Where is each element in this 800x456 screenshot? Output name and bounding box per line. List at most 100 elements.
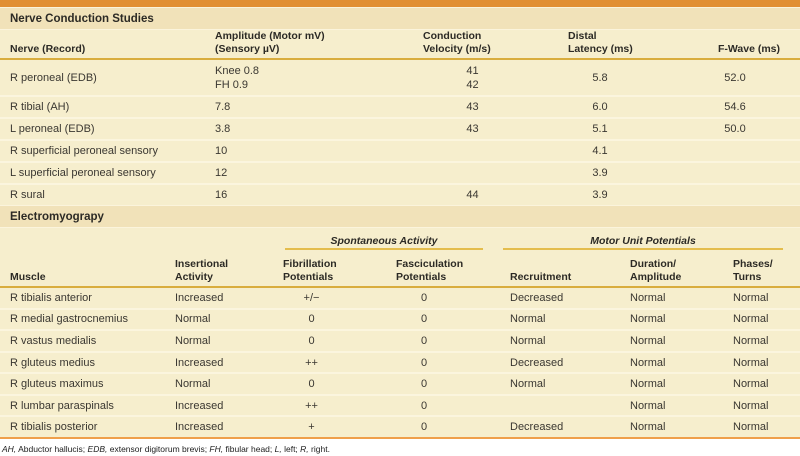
cell-text: L superficial peroneal sensory: [10, 167, 156, 179]
emg-table-row-cell-insertional: Increased: [165, 420, 275, 434]
emg-header-insertional: Insertional Activity: [165, 252, 275, 286]
footnote-segment: R,: [300, 444, 309, 454]
cell-text: Normal: [175, 334, 211, 347]
cell-text: 0: [420, 399, 428, 412]
cell-text: R lumbar paraspinals: [10, 399, 114, 412]
emg-table-row-cell-recruitment: Decreased: [500, 420, 620, 434]
group-spacer: [0, 228, 275, 252]
cell-text: 4.1: [592, 145, 608, 157]
ncs-table-row-cell-amplitude: Knee 0.8 FH 0.9: [205, 64, 415, 92]
cell-text: ++: [305, 356, 318, 369]
ncs-table-row-cell-nerve: R peroneal (EDB): [0, 71, 205, 85]
table-top-border: [0, 0, 800, 7]
emg-table-row: R gluteus medius Increased ++ 0 Decreased Nor…: [0, 350, 800, 373]
cell-text: Normal: [733, 421, 769, 434]
cell-text: Normal: [510, 334, 546, 347]
emg-table-row-cell-recruitment: Decreased: [500, 356, 620, 370]
emg-table-row-cell-fibrillation: ++: [275, 399, 388, 413]
header-line: Turns: [733, 270, 762, 283]
ncs-table-row-cell-latency: 4.1: [530, 144, 670, 158]
cell-text: R peroneal (EDB): [10, 71, 97, 84]
emg-header-fibrillation: Fibrillation Potentials: [275, 252, 388, 286]
cell-text: R tibial (AH): [10, 101, 70, 113]
emg-header-duration: Duration/ Amplitude: [620, 252, 725, 286]
ncs-table-row: R peroneal (EDB) Knee 0.8 FH 0.9 41 42 5.8 52.…: [0, 60, 800, 95]
ncs-rows: R peroneal (EDB) Knee 0.8 FH 0.9 41 42 5.8 52.…: [0, 60, 800, 205]
group-motor-unit-potentials: Motor Unit Potentials: [500, 228, 800, 252]
group-label: Spontaneous Activity: [285, 235, 483, 250]
emg-table-row-cell-muscle: R gluteus medius: [0, 356, 165, 370]
footnote-segment: Abductor hallucis;: [16, 444, 88, 454]
ncs-table-row-cell-latency: 5.8: [530, 71, 670, 85]
ncs-table-row-cell-fwave: 52.0: [670, 71, 800, 85]
header-line: Velocity (m/s): [423, 42, 491, 55]
cell-text: 0: [308, 313, 315, 326]
cell-text: 6.0: [592, 101, 608, 113]
emg-table-row-cell-phases: Normal: [725, 399, 800, 413]
emg-table-row-cell-phases: Normal: [725, 377, 800, 391]
cell-text: 0: [420, 356, 428, 369]
emg-table-row-cell-fibrillation: ++: [275, 356, 388, 370]
ncs-table-row-cell-velocity: 43: [415, 100, 530, 114]
cell-text: Knee 0.8: [215, 64, 260, 77]
emg-table-row-cell-muscle: R medial gastrocnemius: [0, 312, 165, 326]
diagnostic-table: Nerve Conduction Studies Nerve (Record) …: [0, 0, 800, 439]
cell-text: 12: [215, 167, 228, 179]
emg-table-row-cell-insertional: Normal: [165, 377, 275, 391]
emg-table-row-cell-duration: Normal: [620, 356, 725, 370]
cell-text: Normal: [630, 399, 666, 412]
footnote-segment: EDB,: [87, 444, 108, 454]
cell-text: 50.0: [724, 123, 746, 135]
header-line: F-Wave (ms): [717, 42, 780, 55]
ncs-table-row-cell-nerve: R superficial peroneal sensory: [0, 144, 205, 158]
emg-table-row-cell-duration: Normal: [620, 377, 725, 391]
emg-table-row-cell-phases: Normal: [725, 420, 800, 434]
cell-text: Normal: [630, 313, 666, 326]
ncs-table-row-cell-amplitude: 10: [205, 144, 415, 158]
header-line: Conduction: [423, 30, 482, 42]
cell-text: Normal: [175, 378, 211, 391]
emg-table-row-cell-duration: Normal: [620, 420, 725, 434]
footnote-segment: AH,: [2, 444, 17, 454]
emg-table-row-cell-fibrillation: +: [275, 420, 388, 434]
cell-text: 10: [215, 145, 228, 157]
cell-text: Increased: [175, 399, 224, 412]
emg-table-row-cell-recruitment: Normal: [500, 377, 620, 391]
cell-text: 3.9: [592, 189, 608, 201]
ncs-table-row: L peroneal (EDB) 3.8 43 5.1 50.0: [0, 117, 800, 139]
footnote-segment: left;: [281, 444, 301, 454]
header-line: Duration/: [630, 258, 677, 270]
cell-text: 3.9: [592, 167, 608, 179]
emg-table-row-cell-fasciculation: 0: [388, 291, 500, 305]
emg-group-header-row: Spontaneous Activity Motor Unit Potentia…: [0, 228, 800, 252]
footnote: AH, Abductor hallucis; EDB, extensor dig…: [0, 439, 800, 454]
emg-table-row-cell-fibrillation: 0: [275, 312, 388, 326]
ncs-table-row-cell-nerve: R sural: [0, 188, 205, 202]
header-line: Potentials: [283, 270, 334, 283]
footnote-segment: right.: [308, 444, 330, 454]
footnote-segment: extensor digitorum brevis;: [107, 444, 210, 454]
ncs-table-row: R superficial peroneal sensory 10 4.1: [0, 139, 800, 161]
cell-text: +/−: [303, 291, 320, 304]
cell-text: Normal: [630, 334, 666, 347]
ncs-table-row: R tibial (AH) 7.8 43 6.0 54.6: [0, 95, 800, 117]
emg-header-row: Muscle Insertional Activity Fibrillation…: [0, 252, 800, 288]
ncs-table-row-cell-fwave: 50.0: [670, 122, 800, 136]
emg-table-row-cell-insertional: Normal: [165, 312, 275, 326]
cell-text: 5.1: [592, 123, 608, 135]
emg-table-row-cell-recruitment: Decreased: [500, 291, 620, 305]
ncs-table-row-cell-amplitude: 16: [205, 188, 415, 202]
header-line: Amplitude (Motor mV): [215, 30, 325, 42]
cell-text: 5.8: [592, 71, 608, 84]
ncs-header-fwave: F-Wave (ms): [670, 30, 800, 58]
cell-text: Normal: [733, 334, 769, 347]
cell-text: R superficial peroneal sensory: [10, 145, 158, 157]
header-line: Distal: [568, 30, 597, 42]
cell-text: 41: [466, 64, 479, 77]
emg-table-row-cell-duration: Normal: [620, 399, 725, 413]
ncs-table-row-cell-amplitude: 7.8: [205, 100, 415, 114]
cell-text: R gluteus maximus: [10, 378, 104, 391]
ncs-table-row-cell-latency: 5.1: [530, 122, 670, 136]
emg-table-row-cell-phases: Normal: [725, 356, 800, 370]
cell-text: 0: [420, 313, 428, 326]
